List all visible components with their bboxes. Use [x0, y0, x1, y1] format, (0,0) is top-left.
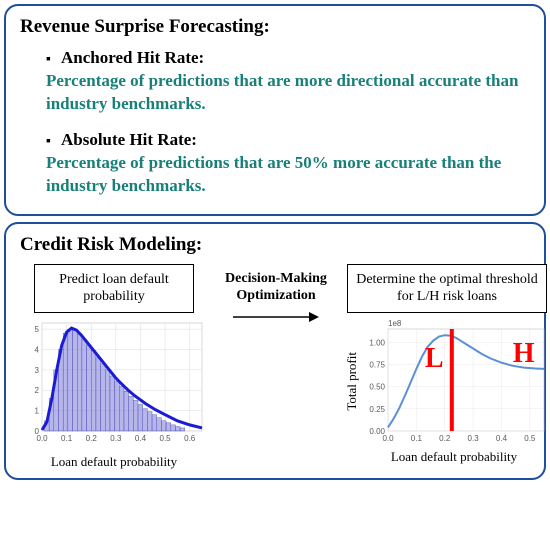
svg-text:0.25: 0.25	[369, 405, 385, 414]
svg-text:0.1: 0.1	[411, 434, 423, 443]
svg-text:0.2: 0.2	[86, 434, 98, 443]
credit-body: Predict loan default probability 0123450…	[20, 264, 530, 470]
svg-text:H: H	[513, 338, 535, 369]
right-column: Determine the optimal threshold for L/H …	[344, 264, 550, 465]
svg-text:1e8: 1e8	[388, 319, 402, 328]
svg-text:0.5: 0.5	[524, 434, 536, 443]
svg-text:0.1: 0.1	[61, 434, 73, 443]
left-chart: 0123450.00.10.20.30.40.50.6	[20, 317, 208, 452]
svg-text:2: 2	[35, 386, 40, 395]
bullet-row: ▪ Anchored Hit Rate:	[46, 48, 530, 68]
profit-chart-svg: 1e80.000.250.500.751.000.00.10.20.30.40.…	[360, 317, 550, 447]
right-ylabel: Total profit	[344, 352, 360, 411]
arrow-icon	[231, 307, 321, 327]
bullet-row: ▪ Absolute Hit Rate:	[46, 130, 530, 150]
left-box: Predict loan default probability	[34, 264, 194, 313]
middle-column: Decision-Making Optimization	[216, 264, 336, 332]
mid-label: Decision-Making Optimization	[216, 270, 336, 305]
svg-text:0.3: 0.3	[110, 434, 122, 443]
right-xlabel: Loan default probability	[391, 449, 517, 465]
right-box: Determine the optimal threshold for L/H …	[347, 264, 547, 313]
svg-text:0.50: 0.50	[369, 382, 385, 391]
bullet-icon: ▪	[46, 52, 51, 68]
svg-text:0.75: 0.75	[369, 360, 385, 369]
svg-text:0.6: 0.6	[184, 434, 196, 443]
revenue-panel-title: Revenue Surprise Forecasting:	[20, 16, 530, 38]
svg-text:0.4: 0.4	[496, 434, 508, 443]
svg-text:1: 1	[35, 406, 40, 415]
svg-text:1.00: 1.00	[369, 338, 385, 347]
svg-text:0.2: 0.2	[439, 434, 451, 443]
svg-text:0.3: 0.3	[468, 434, 480, 443]
svg-text:3: 3	[35, 366, 40, 375]
svg-text:0.5: 0.5	[160, 434, 172, 443]
left-xlabel: Loan default probability	[51, 454, 177, 470]
histogram-chart-svg: 0123450.00.10.20.30.40.50.6	[20, 317, 208, 447]
bullet-icon: ▪	[46, 134, 51, 150]
svg-text:0.4: 0.4	[135, 434, 147, 443]
credit-panel-title: Credit Risk Modeling:	[20, 234, 530, 256]
svg-text:0.0: 0.0	[36, 434, 48, 443]
credit-risk-panel: Credit Risk Modeling: Predict loan defau…	[4, 222, 546, 480]
bullet-label: Anchored Hit Rate:	[61, 48, 204, 68]
svg-text:L: L	[425, 343, 444, 374]
svg-text:5: 5	[35, 325, 40, 334]
svg-text:4: 4	[35, 345, 40, 354]
bullet-description: Percentage of predictions that are more …	[46, 70, 530, 116]
bullet-description: Percentage of predictions that are 50% m…	[46, 152, 530, 198]
revenue-forecasting-panel: Revenue Surprise Forecasting: ▪ Anchored…	[4, 4, 546, 216]
right-chart: Total profit 1e80.000.250.500.751.000.00…	[344, 317, 550, 447]
bullet-label: Absolute Hit Rate:	[61, 130, 197, 150]
svg-text:0.0: 0.0	[382, 434, 394, 443]
left-column: Predict loan default probability 0123450…	[20, 264, 208, 470]
